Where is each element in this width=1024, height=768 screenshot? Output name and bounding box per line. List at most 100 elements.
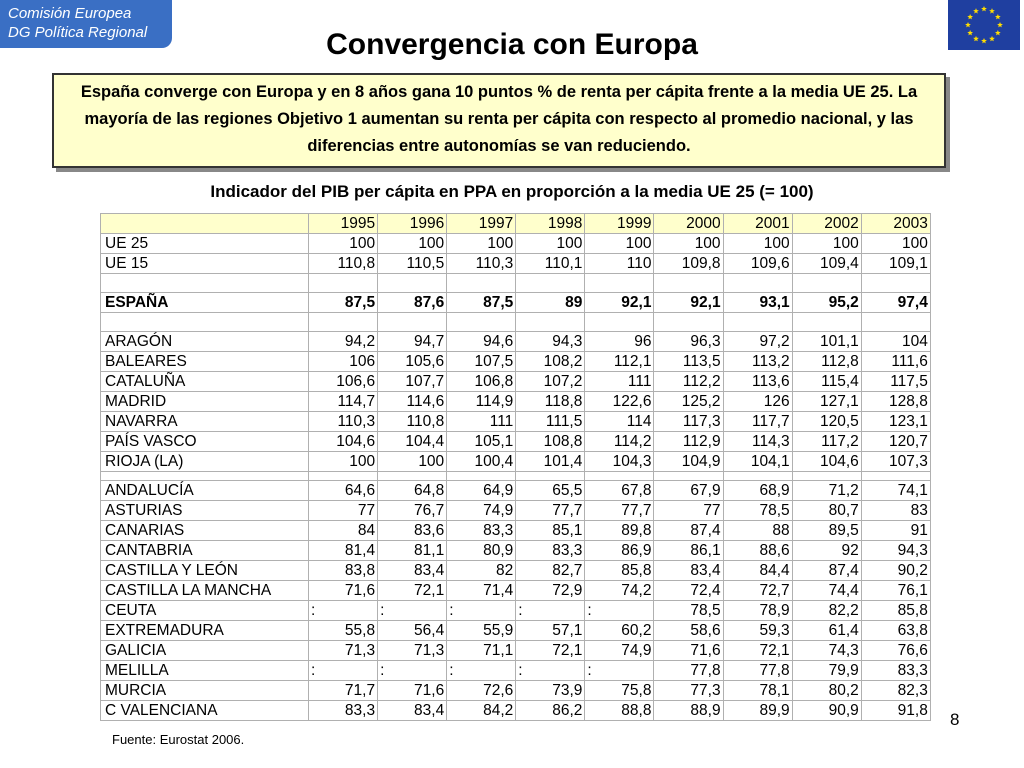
star bbox=[981, 6, 987, 12]
empty-cell bbox=[584, 273, 655, 293]
value-cell: 72,1 bbox=[377, 580, 448, 601]
value-cell: 117,2 bbox=[791, 431, 862, 452]
value-cell: 86,2 bbox=[515, 700, 586, 721]
value-cell: 83,3 bbox=[860, 660, 931, 681]
value-cell: 87,4 bbox=[791, 560, 862, 581]
value-cell: 55,9 bbox=[446, 620, 517, 641]
value-cell: : bbox=[515, 600, 586, 621]
value-cell: 79,9 bbox=[791, 660, 862, 681]
empty-cell bbox=[860, 312, 931, 332]
value-cell: : bbox=[584, 600, 655, 621]
empty-cell bbox=[100, 471, 309, 481]
value-cell: 101,4 bbox=[515, 451, 586, 472]
value-cell: 75,8 bbox=[584, 680, 655, 701]
value-cell: 78,5 bbox=[653, 600, 724, 621]
value-cell: 94,3 bbox=[515, 331, 586, 352]
value-cell: 94,6 bbox=[446, 331, 517, 352]
value-cell: 82,7 bbox=[515, 560, 586, 581]
value-cell: 83,4 bbox=[377, 560, 448, 581]
year-header: 2003 bbox=[860, 213, 931, 234]
year-header: 1995 bbox=[307, 213, 379, 234]
empty-cell bbox=[860, 471, 931, 481]
value-cell: 89,5 bbox=[791, 520, 862, 541]
value-cell: 94,7 bbox=[377, 331, 448, 352]
value-cell: 68,9 bbox=[722, 480, 793, 501]
row-label: BALEARES bbox=[100, 351, 309, 372]
row-label: CANTABRIA bbox=[100, 540, 309, 561]
empty-cell bbox=[515, 471, 586, 481]
value-cell: 73,9 bbox=[515, 680, 586, 701]
value-cell: 106 bbox=[307, 351, 379, 372]
value-cell: 104 bbox=[860, 331, 931, 352]
row-label: UE 15 bbox=[100, 253, 309, 274]
value-cell: 83,3 bbox=[515, 540, 586, 561]
value-cell: 83,4 bbox=[653, 560, 724, 581]
value-cell: 83,3 bbox=[446, 520, 517, 541]
value-cell: 110,5 bbox=[377, 253, 448, 274]
empty-cell bbox=[515, 312, 586, 332]
value-cell: 87,5 bbox=[446, 292, 517, 313]
value-cell: 82,2 bbox=[791, 600, 862, 621]
value-cell: 107,5 bbox=[446, 351, 517, 372]
year-header: 2001 bbox=[722, 213, 793, 234]
year-header: 2002 bbox=[791, 213, 862, 234]
value-cell: 74,4 bbox=[791, 580, 862, 601]
value-cell: : bbox=[446, 660, 517, 681]
row-label: NAVARRA bbox=[100, 411, 309, 432]
value-cell: 83 bbox=[860, 500, 931, 521]
value-cell: 71,7 bbox=[307, 680, 379, 701]
value-cell: 61,4 bbox=[791, 620, 862, 641]
value-cell: 89 bbox=[515, 292, 586, 313]
value-cell: 113,5 bbox=[653, 351, 724, 372]
empty-cell bbox=[377, 471, 448, 481]
data-row: MELILLA:::::77,8 77,8 79,9 83,3 bbox=[100, 660, 931, 681]
logo-line: Comisión Europea bbox=[8, 5, 132, 22]
empty-cell bbox=[100, 273, 309, 293]
value-cell: 93,1 bbox=[722, 292, 793, 313]
row-label: UE 25 bbox=[100, 233, 309, 254]
row-label: PAÍS VASCO bbox=[100, 431, 309, 452]
data-row: CASTILLA Y LEÓN 83,8 83,4 82 82,7 85,8 83,4 84,… bbox=[100, 560, 931, 581]
value-cell: 112,2 bbox=[653, 371, 724, 392]
value-cell: 60,2 bbox=[584, 620, 655, 641]
corner-cell bbox=[100, 213, 309, 234]
empty-cell bbox=[377, 312, 448, 332]
star bbox=[989, 35, 995, 42]
value-cell: 84,4 bbox=[722, 560, 793, 581]
value-cell: 109,8 bbox=[653, 253, 724, 274]
row-label: ARAGÓN bbox=[100, 331, 309, 352]
value-cell: 55,8 bbox=[307, 620, 379, 641]
value-cell: 74,3 bbox=[791, 640, 862, 661]
value-cell: 114,2 bbox=[584, 431, 655, 452]
value-cell: 89,9 bbox=[722, 700, 793, 721]
row-label: ANDALUCÍA bbox=[100, 480, 309, 501]
star bbox=[965, 22, 971, 28]
empty-cell bbox=[307, 312, 379, 332]
value-cell: 111,5 bbox=[515, 411, 586, 432]
value-cell: 125,2 bbox=[653, 391, 724, 412]
row-label: CASTILLA Y LEÓN bbox=[100, 560, 309, 581]
value-cell: 71,6 bbox=[653, 640, 724, 661]
value-cell: 110,3 bbox=[446, 253, 517, 274]
year-header: 1997 bbox=[446, 213, 517, 234]
row-label: ASTURIAS bbox=[100, 500, 309, 521]
value-cell: 59,3 bbox=[722, 620, 793, 641]
value-cell: 86,9 bbox=[584, 540, 655, 561]
value-cell: 106,8 bbox=[446, 371, 517, 392]
value-cell: 104,6 bbox=[791, 451, 862, 472]
value-cell: 111 bbox=[446, 411, 517, 432]
empty-cell bbox=[377, 273, 448, 293]
value-cell: 71,3 bbox=[377, 640, 448, 661]
eu-flag bbox=[948, 0, 1020, 50]
value-cell: 87,5 bbox=[307, 292, 379, 313]
star bbox=[981, 38, 987, 44]
data-row: ASTURIAS 77 76,7 74,9 77,7 77,7 77 78,5 80,7 83 bbox=[100, 500, 931, 521]
value-cell: 100 bbox=[722, 233, 793, 254]
empty-cell bbox=[653, 471, 724, 481]
value-cell: 76,7 bbox=[377, 500, 448, 521]
empty-cell bbox=[100, 312, 309, 332]
value-cell: 72,9 bbox=[515, 580, 586, 601]
value-cell: 100 bbox=[446, 233, 517, 254]
value-cell: 113,6 bbox=[722, 371, 793, 392]
value-cell: 113,2 bbox=[722, 351, 793, 372]
